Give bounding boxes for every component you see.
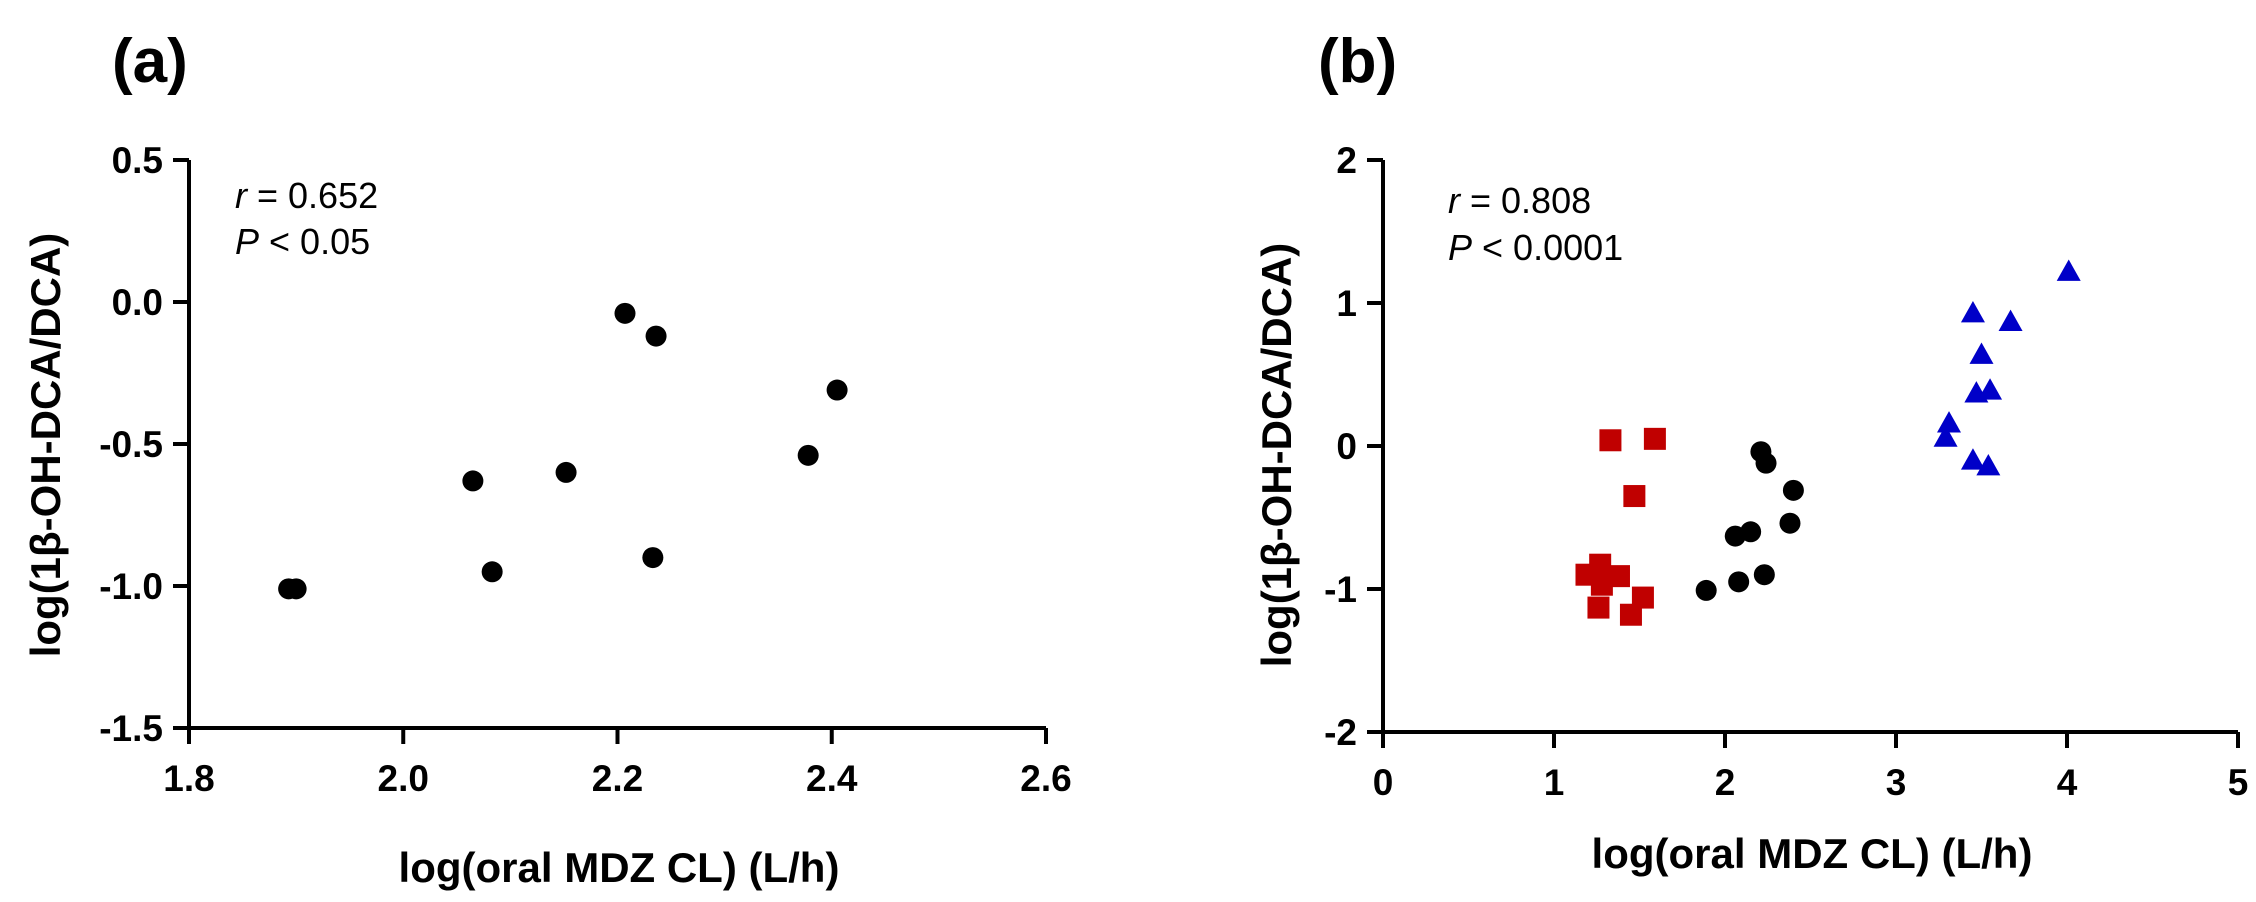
panel-b-x-tick-label: 5 xyxy=(2228,762,2249,803)
panel-b-x-axis-title: log(oral MDZ CL) (L/h) xyxy=(1592,830,2033,877)
panel-b-x-tick-label: 2 xyxy=(1715,762,1736,803)
panel-a-y-axis-title: log(1β-OH-DCA/DCA) xyxy=(22,233,69,658)
panel-b-point-triangles xyxy=(1960,301,1985,323)
panel-b-marks xyxy=(1575,259,2081,626)
panel-b-point-squares xyxy=(1587,596,1610,619)
panel-a-x-tick-label: 2.4 xyxy=(806,758,858,799)
panel-a-p-annotation: P < 0.05 xyxy=(235,221,370,262)
panel-b-p-value: < 0.0001 xyxy=(1472,227,1623,268)
panel-a-y-tick-label: -1.0 xyxy=(99,566,163,607)
panel-a-point-data xyxy=(555,461,577,483)
panel-b-point-circles xyxy=(1779,512,1801,534)
panel-a-point-data xyxy=(797,444,819,466)
panel-b-point-triangles xyxy=(1937,411,1962,433)
panel-b-point-triangles xyxy=(1976,454,2001,476)
panel-b-point-squares xyxy=(1643,427,1666,450)
panel-b-point-circles xyxy=(1740,521,1762,543)
panel-a-label: (a) xyxy=(112,27,188,96)
panel-b-x-tick-label: 1 xyxy=(1544,762,1565,803)
panel-a-x-tick-label: 2.2 xyxy=(592,758,643,799)
panel-b-y-tick-label: -1 xyxy=(1324,569,1357,610)
panel-b-point-triangles xyxy=(2056,259,2081,281)
panel-b-y-tick-label: -2 xyxy=(1324,712,1357,753)
panel-b-y-tick-label: 2 xyxy=(1336,140,1357,181)
panel-b-point-triangles xyxy=(1933,425,1958,447)
panel-a-y-tick-label: 0.0 xyxy=(112,282,163,323)
panel-b-point-triangles xyxy=(1969,342,1994,364)
panel-b-r-annotation: r = 0.808 xyxy=(1448,180,1591,221)
panel-a-point-data xyxy=(481,561,503,583)
panel-a-y-tick-label: -0.5 xyxy=(99,424,163,465)
panel-b: (b) 0 1 2 3 4 5 -2 -1 0 1 2 r = 0.808 P < 0.0001 l… xyxy=(1253,27,2248,877)
panel-b-point-circles xyxy=(1728,571,1750,593)
panel-a-r-symbol: r xyxy=(235,175,249,216)
panel-b-x-tick-label: 0 xyxy=(1373,762,1394,803)
panel-a-y-tick-label: 0.5 xyxy=(112,140,163,181)
panel-b-point-circles xyxy=(1782,479,1804,501)
panel-b-x-tick-label: 4 xyxy=(2057,762,2078,803)
panel-b-point-triangles xyxy=(1998,309,2023,331)
panel-b-ticks: 0 1 2 3 4 5 -2 -1 0 1 2 xyxy=(1324,140,2248,803)
panel-a-p-value: < 0.05 xyxy=(259,221,370,262)
panel-b-r-value: = 0.808 xyxy=(1460,180,1591,221)
panel-a-point-data xyxy=(642,547,664,569)
panel-b-p-annotation: P < 0.0001 xyxy=(1448,227,1623,268)
panel-b-point-circles xyxy=(1753,564,1775,586)
panel-a-x-axis-title: log(oral MDZ CL) (L/h) xyxy=(399,844,840,891)
panel-a-marks xyxy=(278,302,848,600)
panel-b-point-squares xyxy=(1599,429,1622,452)
panel-b-point-squares xyxy=(1590,573,1613,596)
panel-b-y-axis-title: log(1β-OH-DCA/DCA) xyxy=(1253,243,1300,668)
panel-a-point-data xyxy=(462,470,484,492)
panel-a-x-tick-label: 2.0 xyxy=(378,758,429,799)
panel-b-label: (b) xyxy=(1318,27,1397,96)
panel-b-point-squares xyxy=(1623,485,1646,508)
panel-a-point-data xyxy=(285,578,307,600)
panel-b-x-tick-label: 3 xyxy=(1886,762,1907,803)
panel-a: (a) 1.8 2.0 2.2 2.4 2.6 -1.5 -1.0 -0.5 0.0 0.5 r … xyxy=(22,27,1072,891)
panel-b-point-circles xyxy=(1695,579,1717,601)
panel-a-ticks: 1.8 2.0 2.2 2.4 2.6 -1.5 -1.0 -0.5 0.0 0.5 xyxy=(99,140,1071,799)
panel-b-point-circles xyxy=(1755,452,1777,474)
panel-a-y-tick-label: -1.5 xyxy=(99,708,163,749)
panel-b-y-tick-label: 0 xyxy=(1336,426,1357,467)
panel-a-point-data xyxy=(826,379,848,401)
panel-b-r-symbol: r xyxy=(1448,180,1462,221)
panel-a-p-symbol: P xyxy=(235,221,259,262)
panel-a-point-data xyxy=(614,302,636,324)
panel-b-p-symbol: P xyxy=(1448,227,1472,268)
panel-b-point-squares xyxy=(1619,603,1642,626)
panel-a-r-annotation: r = 0.652 xyxy=(235,175,378,216)
panel-a-r-value: = 0.652 xyxy=(247,175,378,216)
panel-b-point-triangles xyxy=(1978,378,2003,400)
panel-a-point-data xyxy=(645,325,667,347)
panel-b-y-tick-label: 1 xyxy=(1336,283,1357,324)
panel-b-point-triangles xyxy=(1960,448,1985,470)
panel-b-point-squares xyxy=(1607,565,1630,588)
panel-b-point-squares xyxy=(1631,586,1654,609)
panel-a-x-tick-label: 2.6 xyxy=(1020,758,1071,799)
panel-a-x-tick-label: 1.8 xyxy=(163,758,214,799)
